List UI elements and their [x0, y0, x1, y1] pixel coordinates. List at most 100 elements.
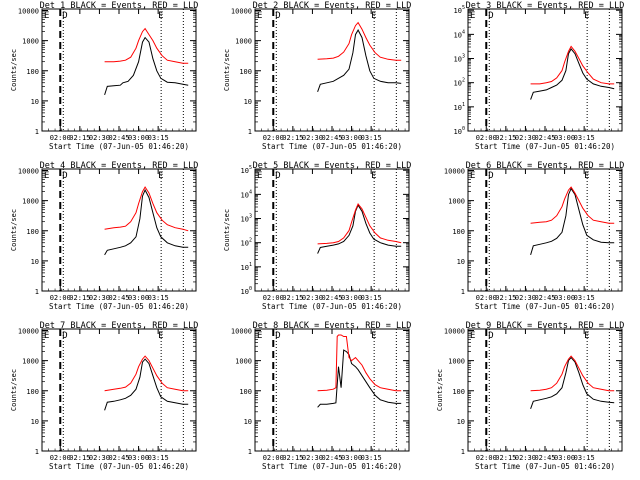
x-axis-label: Start Time (07-Jun-05 01:46:20)	[262, 462, 402, 471]
x-tick-label: 03:15	[574, 134, 595, 142]
x-tick-label: 03:00	[128, 134, 149, 142]
plot-frame	[467, 328, 623, 452]
x-tick-label: 03:00	[341, 294, 362, 302]
plot-frame	[41, 8, 197, 132]
flag-d-marker: D	[275, 11, 280, 21]
y-tick-label: 100	[452, 228, 465, 236]
x-tick-label: 02:30	[515, 134, 536, 142]
y-tick-label: 104	[454, 29, 465, 39]
panel-title: Det 6 BLACK = Events, RED = LLD	[466, 161, 625, 171]
x-tick-label: 02:00	[263, 294, 284, 302]
y-axis-label: Counts/sec	[10, 369, 18, 411]
lld-series-line	[104, 27, 189, 64]
y-axis-label: Counts/sec	[223, 209, 231, 251]
flag-d-marker: D	[488, 331, 493, 341]
x-axis-label: Start Time (07-Jun-05 01:46:20)	[475, 462, 615, 471]
x-tick-label: 02:15	[282, 134, 303, 142]
y-tick-label: 10000	[444, 168, 465, 176]
x-tick-label: 02:00	[476, 294, 497, 302]
panel-title: Det 9 BLACK = Events, RED = LLD	[466, 321, 625, 331]
x-tick-label: 02:15	[282, 454, 303, 462]
x-tick-label: 03:15	[148, 134, 169, 142]
y-tick-label: 1000	[22, 38, 39, 46]
detector-panel-4: Det 4 BLACK = Events, RED = LLD 1 10 100 100…	[10, 161, 198, 311]
y-tick-label: 10	[31, 98, 39, 106]
x-axis-label: Start Time (07-Jun-05 01:46:20)	[49, 462, 189, 471]
x-axis-label: Start Time (07-Jun-05 01:46:20)	[49, 302, 189, 311]
x-tick-label: 02:15	[495, 294, 516, 302]
detector-panel-5: Det 5 BLACK = Events, RED = LLD 100 101 102…	[223, 161, 411, 311]
x-tick-label: 02:30	[515, 454, 536, 462]
x-tick-label: 02:30	[89, 134, 110, 142]
x-tick-label: 02:15	[69, 134, 90, 142]
y-tick-label: 101	[241, 262, 252, 272]
x-tick-label: 02:00	[263, 134, 284, 142]
lld-series-line	[530, 186, 615, 224]
y-tick-label: 100	[26, 388, 39, 396]
y-tick-label: 10000	[231, 8, 252, 16]
y-axis-label: Counts/sec	[10, 209, 18, 251]
y-tick-label: 10000	[18, 8, 39, 16]
x-tick-label: 03:15	[574, 294, 595, 302]
y-tick-label: 1	[35, 448, 39, 456]
x-tick-label: 02:30	[302, 454, 323, 462]
x-tick-label: 02:00	[50, 454, 71, 462]
flag-e-marker-left: E	[44, 171, 49, 181]
x-tick-label: 02:00	[50, 294, 71, 302]
y-tick-label: 1000	[235, 358, 252, 366]
y-tick-label: 10000	[444, 328, 465, 336]
x-tick-label: 02:45	[321, 454, 342, 462]
y-tick-label: 10000	[18, 168, 39, 176]
events-series-line	[104, 188, 189, 256]
x-tick-label: 03:00	[341, 454, 362, 462]
y-tick-label: 10	[457, 418, 465, 426]
flag-d-marker: D	[62, 331, 67, 341]
x-tick-label: 03:00	[554, 134, 575, 142]
flag-e-marker: E	[371, 331, 376, 341]
y-tick-label: 102	[241, 238, 252, 248]
lld-series-line	[317, 203, 402, 245]
events-series-line	[530, 356, 615, 409]
flag-d-marker: D	[275, 331, 280, 341]
y-tick-label: 1	[461, 288, 465, 296]
events-series-line	[317, 349, 402, 408]
lld-series-line	[530, 45, 615, 85]
flag-d-marker: D	[488, 171, 493, 181]
flag-e-marker-left: E	[257, 11, 262, 21]
y-tick-label: 10	[31, 258, 39, 266]
flag-e-marker-left: E	[257, 331, 262, 341]
x-tick-label: 02:45	[534, 294, 555, 302]
flag-e-marker-left: E	[44, 331, 49, 341]
x-axis-label: Start Time (07-Jun-05 01:46:20)	[262, 302, 402, 311]
y-tick-label: 1000	[448, 198, 465, 206]
y-tick-label: 100	[239, 388, 252, 396]
x-tick-label: 03:00	[128, 294, 149, 302]
y-tick-label: 104	[241, 189, 252, 199]
y-axis-label: Counts/sec	[223, 49, 231, 91]
x-tick-label: 03:00	[128, 454, 149, 462]
x-tick-label: 02:45	[534, 454, 555, 462]
y-tick-label: 1	[248, 448, 252, 456]
y-tick-label: 1	[35, 288, 39, 296]
x-tick-label: 03:15	[361, 134, 382, 142]
x-tick-label: 02:00	[263, 454, 284, 462]
y-tick-label: 102	[454, 78, 465, 88]
detector-panel-3: Det 3 BLACK = Events, RED = LLD 100 101 102…	[454, 1, 625, 151]
y-tick-label: 10000	[231, 328, 252, 336]
flag-e-marker: E	[158, 171, 163, 181]
x-axis-label: Start Time (07-Jun-05 01:46:20)	[262, 142, 402, 151]
x-tick-label: 02:15	[495, 454, 516, 462]
events-series-line	[530, 48, 615, 100]
flag-d-marker: D	[488, 11, 493, 21]
flag-e-marker: E	[584, 171, 589, 181]
detector-panel-8: Det 8 BLACK = Events, RED = LLD 1 10 100 100…	[231, 321, 411, 471]
detector-panel-2: Det 2 BLACK = Events, RED = LLD 1 10 100 100…	[223, 1, 411, 151]
y-axis-label: Counts/sec	[436, 369, 444, 411]
x-axis-label: Start Time (07-Jun-05 01:46:20)	[475, 142, 615, 151]
plot-frame	[254, 328, 410, 452]
flag-e-marker: E	[584, 331, 589, 341]
y-tick-label: 10000	[18, 328, 39, 336]
x-tick-label: 02:15	[495, 134, 516, 142]
x-tick-label: 02:15	[69, 454, 90, 462]
flag-e-marker-left: E	[470, 11, 475, 21]
